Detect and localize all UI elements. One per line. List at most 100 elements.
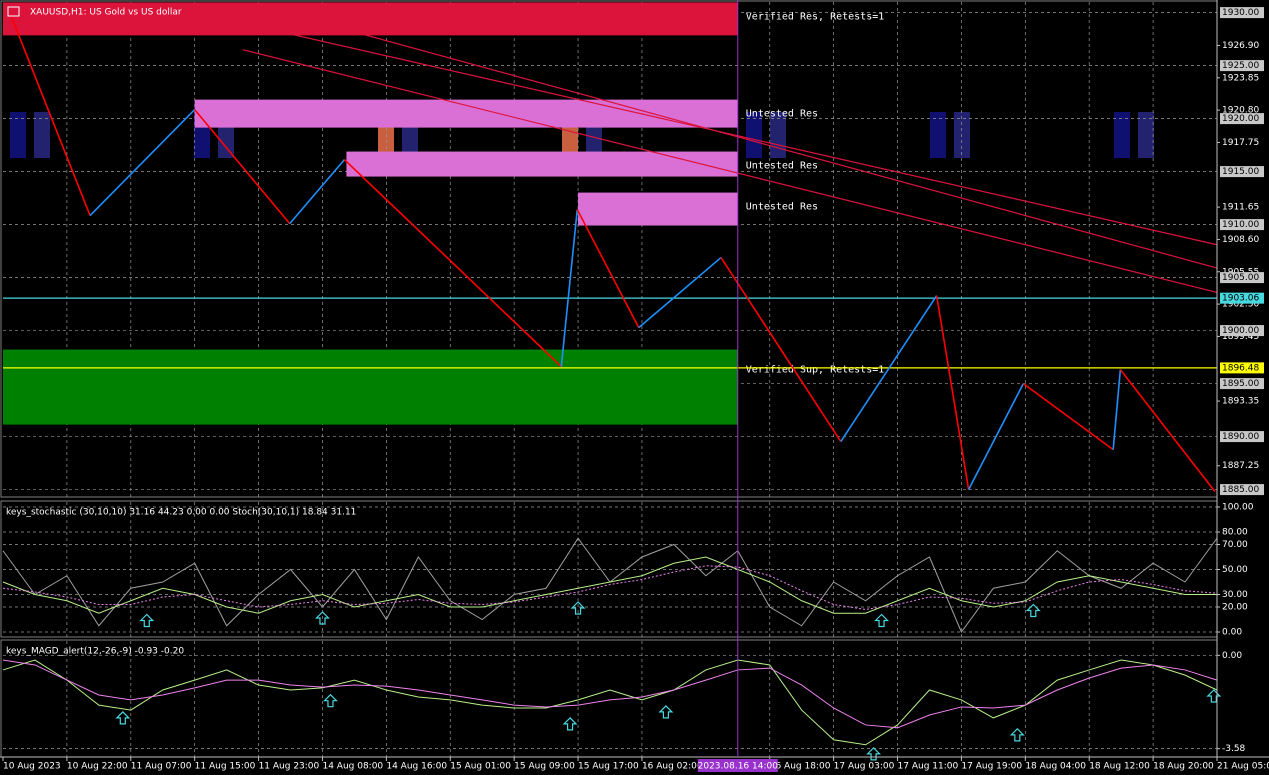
zigzag-segment [720,257,842,443]
level-label: 1900.00 [1222,326,1259,336]
y-tick-label: 80.00 [1222,528,1248,538]
zigzag-segment [967,383,1025,490]
level-label: 1885.00 [1222,485,1259,495]
trend-line [322,22,1218,269]
y-tick-label: 70.00 [1222,540,1248,550]
zigzag-segment [638,256,722,329]
signal-arrow [315,611,330,625]
zigzag-segment [1119,369,1216,493]
zone [194,99,738,128]
x-tick-label: 17 Aug 03:00 [834,762,895,772]
level-box [1220,325,1264,337]
zigzag-segment [89,109,196,217]
zigzag-segment [840,295,938,443]
level-box [1220,362,1264,374]
zone-label: Untested Res [746,109,818,120]
x-tick-label: 10 Aug 22:00 [67,762,128,772]
signal-arrow [562,717,578,731]
level-label: 1925.00 [1222,61,1259,71]
zigzag-segment [576,209,640,328]
title-icon [7,6,20,17]
window-title: keys_MAGD_alert(12,-26,-9) -0.93 -0.20 [6,647,184,657]
zigzag-segment [1022,382,1114,451]
trend-line [242,22,1218,246]
level-box [1220,484,1264,496]
level-label: 1915.00 [1222,167,1259,177]
y-tick-label: 1899.45 [1222,332,1259,342]
level-label: 1890.00 [1222,432,1259,442]
x-tick-label: 15 Aug 17:00 [578,762,639,772]
level-box [1220,60,1264,72]
zone [3,349,738,425]
cursor-label: 2023.08.16 14:00 [698,762,779,772]
zone-label: Verified Sup, Retests=1 [746,365,884,376]
y-tick-label: 30.00 [1222,590,1248,600]
signal-arrow [115,711,131,725]
signal-arrow [323,693,338,708]
signal-arrow [1206,689,1222,703]
level-label: 1905.00 [1222,273,1259,283]
y-tick-label: 1887.25 [1222,461,1259,471]
indicator-line [2,565,1218,611]
x-tick-label: 18 Aug 20:00 [1153,762,1214,772]
x-tick-label: 17 Aug 11:00 [898,762,959,772]
y-tick-label: 20.00 [1222,603,1248,613]
level-label: 1930.00 [1222,8,1259,18]
marker [746,112,762,158]
zigzag-segment [11,17,91,216]
zone-label: Untested Res [746,202,818,213]
signal-arrow [658,705,674,719]
zone [578,192,738,226]
x-tick-label: 15 Aug 01:00 [450,762,511,772]
x-tick-label: 15 Aug 09:00 [514,762,575,772]
x-tick-label: 16 Aug 02:00 [642,762,703,772]
level-box [1220,219,1264,231]
y-tick-label: 1920.80 [1222,106,1259,116]
level-label: 1920.00 [1222,114,1259,124]
zone [3,2,738,36]
marker [34,112,50,158]
signal-arrow [1025,603,1041,618]
x-tick-label: 16 Aug 18:00 [770,762,831,772]
zigzag-segment [343,159,562,368]
zone-label: Verified Res, Retests=1 [746,11,884,22]
level-box [1220,431,1264,443]
y-tick-label: 1902.50 [1222,300,1259,310]
x-tick-label: 21 Aug 05:00 [1217,762,1269,772]
level-box [1220,378,1264,390]
level-box [1220,113,1264,125]
x-tick-label: 18 Aug 12:00 [1089,762,1150,772]
signal-arrow [570,601,586,615]
x-tick-label: 11 Aug 23:00 [259,762,320,772]
zone-label: Untested Res [746,161,818,172]
level-label: 1910.00 [1222,220,1259,230]
level-box [1220,292,1264,304]
y-tick-label: 1926.90 [1222,41,1259,51]
y-tick-label: 1917.75 [1222,138,1259,148]
indicator-line [2,659,1218,729]
x-tick-label: 18 Aug 04:00 [1025,762,1086,772]
zigzag-segment [935,295,970,490]
x-tick-label: 11 Aug 15:00 [195,762,256,772]
zigzag-segment [194,109,291,225]
x-tick-label: 11 Aug 07:00 [131,762,192,772]
marker [954,112,970,158]
y-tick-label: 0.00 [1222,628,1242,638]
level-box [1220,7,1264,19]
signal-arrow [139,613,155,628]
level-box [1220,272,1264,284]
y-tick-label: 50.00 [1222,565,1248,575]
y-tick-label: 1893.35 [1222,397,1259,407]
y-tick-label: 1908.60 [1222,235,1259,245]
level-label: 1896.48 [1222,363,1259,373]
level-label: 1903.06 [1222,294,1259,304]
y-tick-label: 100.00 [1222,503,1254,513]
level-label: 1895.00 [1222,379,1259,389]
marker [1114,112,1130,158]
signal-arrow [1009,727,1025,742]
marker [1138,112,1154,158]
indicator-line [2,659,1218,746]
y-tick-label: -3.58 [1222,744,1246,754]
